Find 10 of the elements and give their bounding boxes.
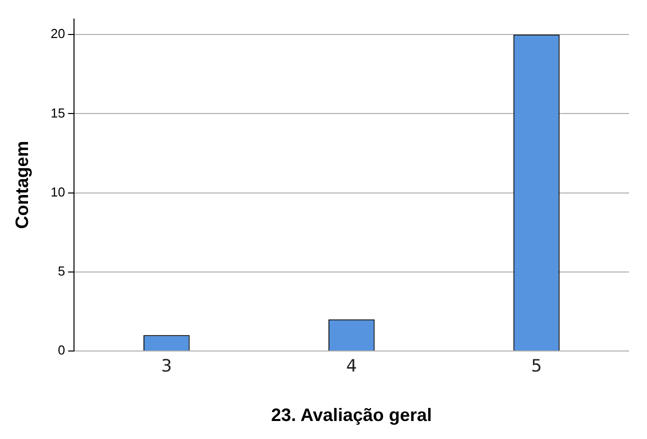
y-tick-label: 15 [50,105,66,120]
x-tick-label: 5 [531,356,542,377]
y-tick-label: 5 [58,263,66,278]
y-tick-label: 10 [50,184,66,200]
x-axis-title: 23. Avaliação geral [271,405,432,426]
y-axis-title: Contagem [12,140,32,229]
x-tick-label: 4 [346,356,357,377]
x-tick-label: 3 [161,356,172,377]
y-tick-label: 0 [58,342,66,358]
y-tick-label: 20 [50,26,66,42]
